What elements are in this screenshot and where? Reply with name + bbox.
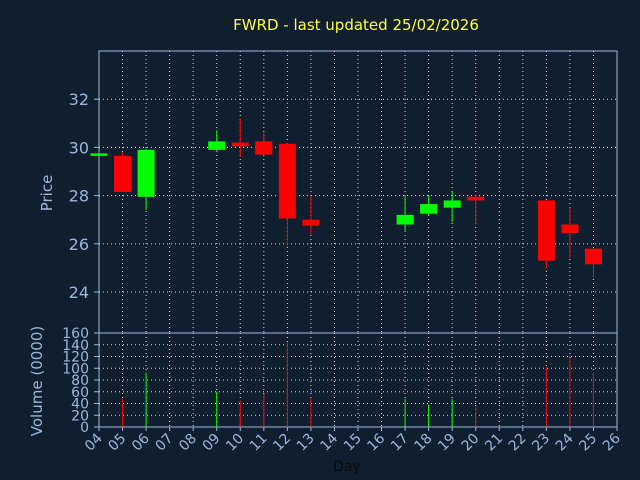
candle-body-day-24: [561, 224, 579, 233]
price-tick-label: 24: [69, 283, 89, 302]
price-candles: [90, 118, 602, 278]
volume-tick-label: 20: [71, 408, 89, 424]
candle-body-day-11: [255, 141, 273, 155]
chart-title: FWRD - last updated 25/02/2026: [233, 16, 479, 34]
candle-body-day-23: [537, 200, 555, 261]
volume-tick-label: 120: [62, 350, 89, 366]
candle-body-day-4: [90, 153, 108, 156]
candle-body-day-5: [114, 155, 132, 192]
candle-body-day-17: [396, 214, 414, 225]
day-axis-label: Day: [333, 459, 361, 475]
candle-body-day-6: [137, 149, 155, 197]
candle-body-day-13: [302, 219, 320, 226]
candle-body-day-20: [467, 196, 485, 201]
price-tick-label: 28: [69, 187, 89, 206]
volume-tick-label: 100: [62, 361, 89, 377]
price-tick-label: 32: [69, 90, 89, 109]
volume-tick-label: 40: [71, 397, 89, 413]
candle-body-day-12: [278, 143, 296, 219]
candle-body-day-10: [231, 142, 249, 147]
price-axis-label: Price: [38, 175, 56, 212]
price-tick-label: 26: [69, 235, 89, 254]
candle-body-day-19: [443, 200, 461, 208]
volume-tick-label: 140: [62, 338, 89, 354]
price-tick-label: 30: [69, 138, 89, 157]
candle-body-day-9: [208, 141, 226, 150]
price-axis-ticks: 24 26 28 30 32: [69, 90, 99, 302]
candle-body-day-25: [584, 248, 602, 265]
volume-tick-label: 0: [80, 420, 89, 436]
volume-axis-label: Volume (0000): [28, 326, 46, 436]
candle-body-day-18: [420, 204, 438, 214]
volume-tick-label: 60: [71, 385, 89, 401]
volume-tick-label: 80: [71, 373, 89, 389]
volume-bars: [122, 341, 594, 427]
volume-tick-label: 160: [62, 326, 89, 342]
